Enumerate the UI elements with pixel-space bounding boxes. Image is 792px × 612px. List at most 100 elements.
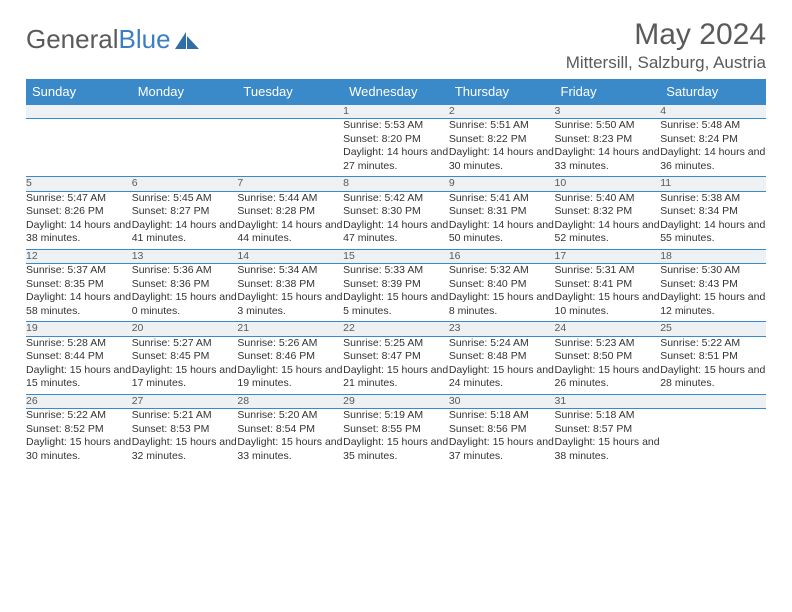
day-detail-row: Sunrise: 5:53 AMSunset: 8:20 PMDaylight:…	[26, 119, 766, 177]
sunset-line: Sunset: 8:52 PM	[26, 423, 132, 436]
day-number-cell: 31	[555, 394, 661, 408]
sunset-line: Sunset: 8:43 PM	[660, 278, 766, 291]
day-detail-cell: Sunrise: 5:24 AMSunset: 8:48 PMDaylight:…	[449, 336, 555, 394]
daylight-line: Daylight: 15 hours and 3 minutes.	[237, 291, 343, 318]
day-number-cell: 4	[660, 105, 766, 119]
daylight-line: Daylight: 14 hours and 41 minutes.	[132, 219, 238, 246]
sunset-line: Sunset: 8:46 PM	[237, 350, 343, 363]
day-number-cell: 19	[26, 322, 132, 336]
sunset-line: Sunset: 8:47 PM	[343, 350, 449, 363]
daylight-line: Daylight: 15 hours and 19 minutes.	[237, 364, 343, 391]
title-block: May 2024 Mittersill, Salzburg, Austria	[566, 18, 766, 73]
daylight-line: Daylight: 15 hours and 28 minutes.	[660, 364, 766, 391]
day-number-cell: 20	[132, 322, 238, 336]
day-detail-cell: Sunrise: 5:23 AMSunset: 8:50 PMDaylight:…	[555, 336, 661, 394]
sunrise-line: Sunrise: 5:48 AM	[660, 119, 766, 132]
day-number-row: 12131415161718	[26, 249, 766, 263]
sunset-line: Sunset: 8:30 PM	[343, 205, 449, 218]
sunset-line: Sunset: 8:23 PM	[555, 133, 661, 146]
daylight-line: Daylight: 14 hours and 33 minutes.	[555, 146, 661, 173]
day-number-cell: 17	[555, 249, 661, 263]
day-number-cell: 24	[555, 322, 661, 336]
daylight-line: Daylight: 14 hours and 50 minutes.	[449, 219, 555, 246]
sunrise-line: Sunrise: 5:37 AM	[26, 264, 132, 277]
logo-sail-icon	[174, 30, 200, 50]
day-detail-cell	[26, 119, 132, 177]
sunrise-line: Sunrise: 5:45 AM	[132, 192, 238, 205]
day-detail-cell: Sunrise: 5:19 AMSunset: 8:55 PMDaylight:…	[343, 409, 449, 467]
day-detail-cell	[132, 119, 238, 177]
day-header: Friday	[555, 79, 661, 105]
day-detail-cell: Sunrise: 5:22 AMSunset: 8:51 PMDaylight:…	[660, 336, 766, 394]
sunset-line: Sunset: 8:20 PM	[343, 133, 449, 146]
day-detail-cell: Sunrise: 5:31 AMSunset: 8:41 PMDaylight:…	[555, 264, 661, 322]
day-detail-row: Sunrise: 5:47 AMSunset: 8:26 PMDaylight:…	[26, 191, 766, 249]
daylight-line: Daylight: 15 hours and 0 minutes.	[132, 291, 238, 318]
header: GeneralBlue May 2024 Mittersill, Salzbur…	[26, 18, 766, 73]
daylight-line: Daylight: 15 hours and 15 minutes.	[26, 364, 132, 391]
sunset-line: Sunset: 8:36 PM	[132, 278, 238, 291]
sunrise-line: Sunrise: 5:18 AM	[449, 409, 555, 422]
sunrise-line: Sunrise: 5:36 AM	[132, 264, 238, 277]
sunset-line: Sunset: 8:38 PM	[237, 278, 343, 291]
day-detail-cell: Sunrise: 5:18 AMSunset: 8:57 PMDaylight:…	[555, 409, 661, 467]
sunrise-line: Sunrise: 5:22 AM	[26, 409, 132, 422]
sunrise-line: Sunrise: 5:24 AM	[449, 337, 555, 350]
day-detail-cell: Sunrise: 5:38 AMSunset: 8:34 PMDaylight:…	[660, 191, 766, 249]
day-detail-cell: Sunrise: 5:30 AMSunset: 8:43 PMDaylight:…	[660, 264, 766, 322]
sunrise-line: Sunrise: 5:32 AM	[449, 264, 555, 277]
day-number-cell: 15	[343, 249, 449, 263]
location: Mittersill, Salzburg, Austria	[566, 53, 766, 73]
sunrise-line: Sunrise: 5:20 AM	[237, 409, 343, 422]
sunset-line: Sunset: 8:55 PM	[343, 423, 449, 436]
day-number-row: 19202122232425	[26, 322, 766, 336]
sunrise-line: Sunrise: 5:27 AM	[132, 337, 238, 350]
day-detail-cell: Sunrise: 5:26 AMSunset: 8:46 PMDaylight:…	[237, 336, 343, 394]
sunrise-line: Sunrise: 5:23 AM	[555, 337, 661, 350]
daylight-line: Daylight: 15 hours and 32 minutes.	[132, 436, 238, 463]
day-number-cell: 3	[555, 105, 661, 119]
day-detail-cell: Sunrise: 5:42 AMSunset: 8:30 PMDaylight:…	[343, 191, 449, 249]
day-detail-cell: Sunrise: 5:21 AMSunset: 8:53 PMDaylight:…	[132, 409, 238, 467]
day-detail-cell: Sunrise: 5:20 AMSunset: 8:54 PMDaylight:…	[237, 409, 343, 467]
daylight-line: Daylight: 15 hours and 10 minutes.	[555, 291, 661, 318]
sunset-line: Sunset: 8:26 PM	[26, 205, 132, 218]
daylight-line: Daylight: 14 hours and 38 minutes.	[26, 219, 132, 246]
sunrise-line: Sunrise: 5:19 AM	[343, 409, 449, 422]
sunset-line: Sunset: 8:28 PM	[237, 205, 343, 218]
day-number-cell: 22	[343, 322, 449, 336]
daylight-line: Daylight: 14 hours and 44 minutes.	[237, 219, 343, 246]
day-detail-cell: Sunrise: 5:18 AMSunset: 8:56 PMDaylight:…	[449, 409, 555, 467]
logo-text-2: Blue	[119, 24, 171, 55]
month-title: May 2024	[566, 18, 766, 52]
day-detail-cell	[660, 409, 766, 467]
sunrise-line: Sunrise: 5:25 AM	[343, 337, 449, 350]
daylight-line: Daylight: 14 hours and 52 minutes.	[555, 219, 661, 246]
sunrise-line: Sunrise: 5:26 AM	[237, 337, 343, 350]
day-detail-cell: Sunrise: 5:44 AMSunset: 8:28 PMDaylight:…	[237, 191, 343, 249]
sunrise-line: Sunrise: 5:33 AM	[343, 264, 449, 277]
daylight-line: Daylight: 14 hours and 47 minutes.	[343, 219, 449, 246]
sunset-line: Sunset: 8:48 PM	[449, 350, 555, 363]
daylight-line: Daylight: 15 hours and 33 minutes.	[237, 436, 343, 463]
sunset-line: Sunset: 8:53 PM	[132, 423, 238, 436]
sunrise-line: Sunrise: 5:34 AM	[237, 264, 343, 277]
day-detail-cell: Sunrise: 5:28 AMSunset: 8:44 PMDaylight:…	[26, 336, 132, 394]
day-header: Saturday	[660, 79, 766, 105]
day-number-cell: 25	[660, 322, 766, 336]
day-header: Wednesday	[343, 79, 449, 105]
day-header: Monday	[132, 79, 238, 105]
sunset-line: Sunset: 8:22 PM	[449, 133, 555, 146]
day-number-cell	[660, 394, 766, 408]
sunrise-line: Sunrise: 5:42 AM	[343, 192, 449, 205]
sunset-line: Sunset: 8:35 PM	[26, 278, 132, 291]
day-number-cell: 27	[132, 394, 238, 408]
sunset-line: Sunset: 8:57 PM	[555, 423, 661, 436]
day-number-cell: 5	[26, 177, 132, 191]
day-number-cell: 1	[343, 105, 449, 119]
day-detail-row: Sunrise: 5:37 AMSunset: 8:35 PMDaylight:…	[26, 264, 766, 322]
day-number-cell	[132, 105, 238, 119]
sunrise-line: Sunrise: 5:38 AM	[660, 192, 766, 205]
day-detail-cell: Sunrise: 5:27 AMSunset: 8:45 PMDaylight:…	[132, 336, 238, 394]
daylight-line: Daylight: 15 hours and 35 minutes.	[343, 436, 449, 463]
